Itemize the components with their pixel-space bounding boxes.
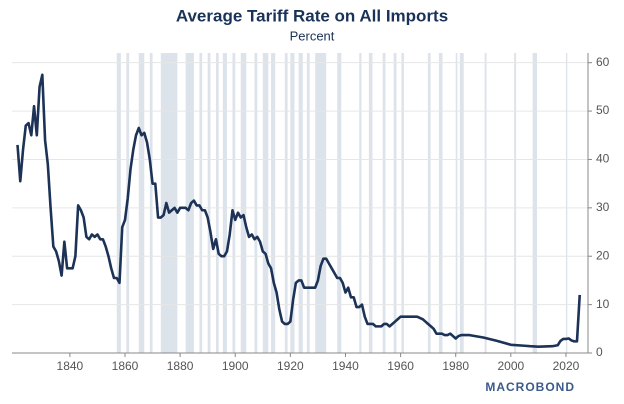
shaded-period	[514, 53, 517, 353]
x-tick-label: 1940	[332, 359, 359, 373]
y-tick-label: 50	[596, 103, 610, 117]
x-tick-label: 1880	[167, 359, 194, 373]
shaded-period	[215, 53, 219, 353]
y-tick-label: 30	[596, 200, 610, 214]
shaded-period	[393, 53, 397, 353]
y-tick-label: 20	[596, 248, 610, 262]
y-tick-label: 10	[596, 297, 610, 311]
y-tick-label: 60	[596, 55, 610, 69]
x-tick-label: 1920	[277, 359, 304, 373]
shaded-period	[368, 53, 373, 353]
shaded-period	[359, 53, 362, 353]
shaded-period	[459, 53, 464, 353]
shaded-period	[222, 53, 227, 353]
shaded-period	[337, 53, 342, 353]
y-tick-label: 0	[596, 345, 603, 359]
shaded-period	[254, 53, 258, 353]
shaded-period	[306, 53, 310, 353]
shaded-period	[427, 53, 431, 353]
shaded-period	[290, 53, 295, 353]
shaded-period	[138, 53, 145, 353]
x-tick-label: 1960	[387, 359, 414, 373]
shaded-period	[240, 53, 247, 353]
y-tick-label: 40	[596, 152, 610, 166]
shaded-period	[284, 53, 288, 353]
shaded-period	[298, 53, 303, 353]
x-tick-label: 2020	[553, 359, 580, 373]
shaded-period	[232, 53, 236, 353]
shaded-period	[160, 53, 178, 353]
shaded-period	[401, 53, 404, 353]
shaded-period	[484, 53, 487, 353]
shaded-period	[271, 53, 276, 353]
shaded-period	[315, 53, 327, 353]
shaded-period	[149, 53, 153, 353]
shaded-period	[199, 53, 203, 353]
shaded-period	[116, 53, 121, 353]
x-tick-label: 2000	[497, 359, 524, 373]
shaded-period	[207, 53, 211, 353]
source-logo: MACROBOND	[485, 380, 575, 394]
shaded-period	[532, 53, 538, 353]
shaded-period	[565, 53, 568, 353]
chart-subtitle: Percent	[290, 28, 335, 43]
x-tick-label: 1840	[57, 359, 84, 373]
chart-title: Average Tariff Rate on All Imports	[176, 6, 448, 25]
shaded-period	[382, 53, 386, 353]
x-tick-label: 1860	[112, 359, 139, 373]
shaded-period	[438, 53, 443, 353]
shaded-period	[455, 53, 458, 353]
x-tick-label: 1980	[442, 359, 469, 373]
data-line	[16, 73, 582, 349]
shaded-period	[262, 53, 269, 353]
x-tick-label: 1900	[222, 359, 249, 373]
